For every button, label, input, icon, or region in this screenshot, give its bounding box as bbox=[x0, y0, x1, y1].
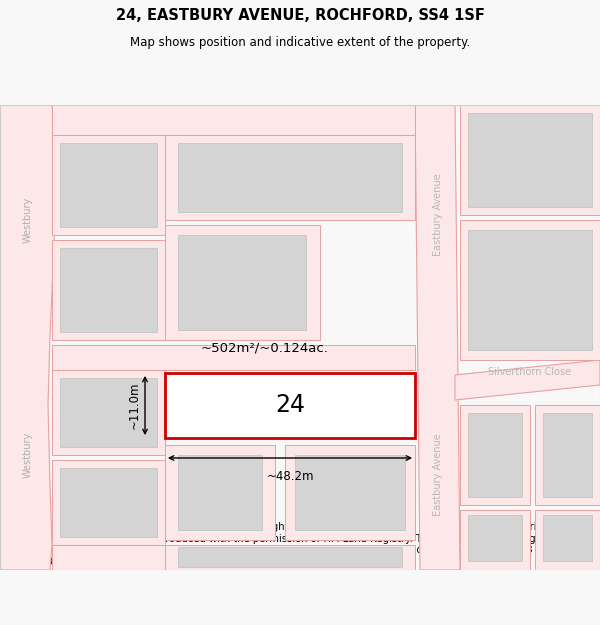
Bar bbox=[460, 220, 600, 360]
Bar bbox=[178, 547, 402, 567]
Bar bbox=[178, 455, 262, 530]
Bar bbox=[165, 373, 415, 438]
Polygon shape bbox=[52, 545, 415, 570]
Bar bbox=[535, 405, 600, 505]
Bar bbox=[60, 248, 157, 332]
Bar bbox=[468, 515, 522, 561]
Bar bbox=[460, 105, 600, 215]
Text: ~502m²/~0.124ac.: ~502m²/~0.124ac. bbox=[201, 341, 329, 354]
Bar bbox=[468, 230, 592, 350]
Text: 24, EASTBURY AVENUE, ROCHFORD, SS4 1SF: 24, EASTBURY AVENUE, ROCHFORD, SS4 1SF bbox=[116, 8, 484, 23]
Bar bbox=[165, 225, 320, 340]
Bar bbox=[468, 413, 522, 497]
Polygon shape bbox=[52, 345, 415, 370]
Bar bbox=[468, 113, 592, 207]
Text: 24: 24 bbox=[275, 394, 305, 418]
Text: ~11.0m: ~11.0m bbox=[128, 382, 141, 429]
Bar bbox=[295, 455, 405, 530]
Bar bbox=[52, 240, 165, 340]
Text: Eastbury Avenue: Eastbury Avenue bbox=[433, 174, 443, 256]
Bar bbox=[165, 445, 275, 540]
Bar bbox=[60, 468, 157, 537]
Bar bbox=[52, 370, 165, 455]
Bar bbox=[52, 460, 165, 545]
Bar bbox=[535, 510, 600, 570]
Text: Silverthorn Close: Silverthorn Close bbox=[488, 367, 572, 377]
Polygon shape bbox=[0, 105, 58, 570]
Bar bbox=[543, 413, 592, 497]
Bar bbox=[178, 143, 402, 212]
Polygon shape bbox=[455, 360, 600, 400]
Polygon shape bbox=[52, 105, 415, 135]
Bar bbox=[52, 135, 165, 235]
Bar bbox=[178, 235, 306, 330]
Bar bbox=[460, 510, 530, 570]
Bar bbox=[60, 143, 157, 227]
Text: Map shows position and indicative extent of the property.: Map shows position and indicative extent… bbox=[130, 36, 470, 49]
Bar bbox=[460, 405, 530, 505]
Bar bbox=[165, 135, 415, 220]
Bar bbox=[543, 515, 592, 561]
Text: Westbury: Westbury bbox=[23, 432, 33, 478]
Text: Eastbury Avenue: Eastbury Avenue bbox=[433, 434, 443, 516]
Bar bbox=[165, 545, 415, 570]
Polygon shape bbox=[415, 105, 460, 570]
Bar bbox=[60, 378, 157, 447]
Text: Contains OS data © Crown copyright and database right 2021. This information is : Contains OS data © Crown copyright and d… bbox=[6, 522, 584, 567]
Text: Westbury: Westbury bbox=[23, 197, 33, 243]
Text: ~48.2m: ~48.2m bbox=[266, 470, 314, 483]
Bar bbox=[285, 445, 415, 540]
